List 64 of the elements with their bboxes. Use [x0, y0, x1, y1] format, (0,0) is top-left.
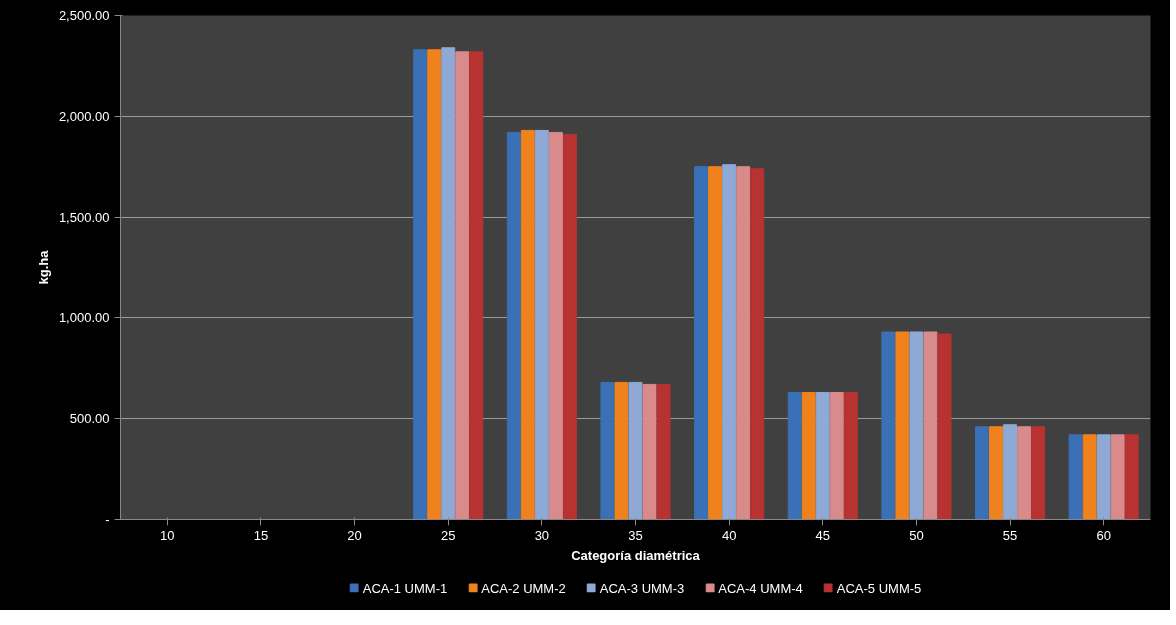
x-tick-label: 45	[815, 527, 831, 543]
bar	[736, 166, 751, 520]
bar	[1031, 426, 1046, 520]
bar	[427, 49, 442, 520]
x-tick-label: 15	[253, 527, 269, 543]
bar	[656, 383, 671, 520]
bar	[909, 331, 924, 520]
bar	[1124, 434, 1139, 520]
bar	[787, 391, 802, 520]
bar	[843, 391, 858, 520]
bar	[506, 131, 521, 520]
bar	[1003, 424, 1018, 520]
y-tick-label: 500.00	[69, 411, 110, 427]
x-tick-label: 50	[909, 527, 924, 543]
bar	[881, 331, 896, 520]
y-tick-label: -	[105, 512, 110, 527]
bar	[628, 381, 643, 520]
bar	[1068, 434, 1083, 520]
x-tick-label: 20	[347, 527, 362, 543]
bar	[722, 164, 737, 520]
bar	[694, 166, 709, 520]
bar	[614, 381, 629, 520]
bar	[548, 131, 563, 520]
legend-label: ACA-2 UMM-2	[481, 580, 566, 595]
bar	[469, 51, 484, 520]
bar	[829, 391, 844, 520]
bar	[750, 168, 765, 520]
bar	[455, 51, 470, 520]
legend-label: ACA-1 UMM-1	[362, 580, 448, 595]
y-tick-label: 2,000.00	[58, 108, 110, 124]
x-axis-title: Categoría diamétrica	[571, 547, 701, 563]
y-tick-label: 2,500.00	[58, 8, 110, 23]
x-tick-label: 40	[721, 527, 737, 543]
bar	[1017, 426, 1032, 520]
bar	[1110, 434, 1125, 520]
bar	[520, 129, 535, 520]
y-axis-title: kg.ha	[35, 249, 51, 285]
legend-label: ACA-4 UMM-4	[718, 580, 803, 595]
bar	[441, 47, 456, 520]
x-tick-label: 30	[534, 527, 550, 543]
bar	[413, 49, 428, 520]
x-tick-label: 10	[160, 527, 175, 543]
x-tick-label: 60	[1096, 527, 1111, 543]
bar	[1096, 434, 1111, 520]
bar	[895, 331, 910, 520]
y-tick-label: 1,500.00	[58, 209, 110, 225]
bar	[600, 381, 615, 520]
bar	[801, 391, 816, 520]
bar	[642, 383, 657, 520]
bar	[815, 391, 830, 520]
legend-label: ACA-5 UMM-5	[836, 580, 922, 595]
bar	[562, 133, 577, 520]
bar	[534, 129, 549, 520]
bar	[974, 426, 989, 520]
x-tick-label: 55	[1002, 527, 1018, 543]
bar	[708, 166, 723, 520]
bar	[1082, 434, 1097, 520]
x-tick-label: 25	[441, 527, 456, 543]
y-tick-label: 1,000.00	[58, 310, 110, 326]
bar	[937, 333, 952, 520]
legend-label: ACA-3 UMM-3	[599, 580, 685, 595]
bar	[989, 426, 1003, 520]
x-tick-label: 35	[628, 527, 643, 543]
bar	[923, 331, 938, 520]
